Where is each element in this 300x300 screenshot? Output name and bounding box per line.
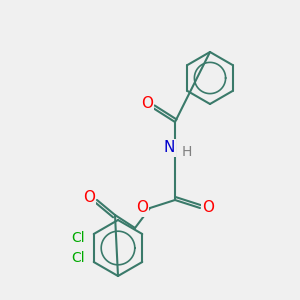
Text: Cl: Cl xyxy=(71,231,85,245)
Text: N: N xyxy=(163,140,175,155)
Text: O: O xyxy=(136,200,148,215)
Text: O: O xyxy=(83,190,95,206)
Text: Cl: Cl xyxy=(71,251,85,265)
Text: O: O xyxy=(202,200,214,215)
Text: O: O xyxy=(141,97,153,112)
Text: H: H xyxy=(182,145,192,159)
